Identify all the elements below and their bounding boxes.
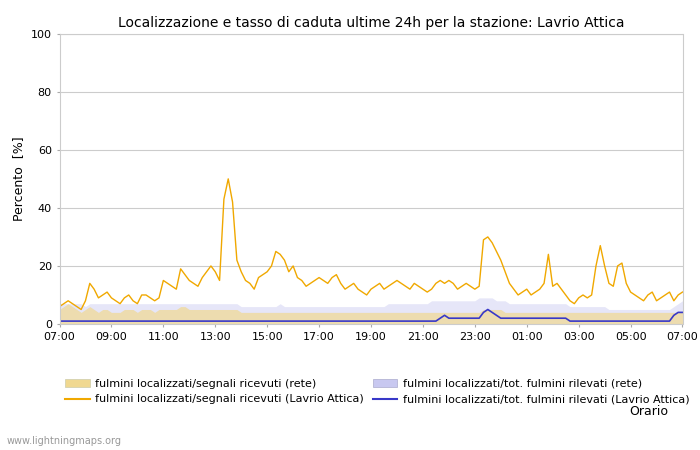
Title: Localizzazione e tasso di caduta ultime 24h per la stazione: Lavrio Attica: Localizzazione e tasso di caduta ultime … <box>118 16 624 30</box>
Text: Orario: Orario <box>629 405 668 418</box>
Legend: fulmini localizzati/segnali ricevuti (rete), fulmini localizzati/segnali ricevut: fulmini localizzati/segnali ricevuti (re… <box>65 379 690 405</box>
Text: www.lightningmaps.org: www.lightningmaps.org <box>7 436 122 446</box>
Y-axis label: Percento  [%]: Percento [%] <box>13 136 25 221</box>
